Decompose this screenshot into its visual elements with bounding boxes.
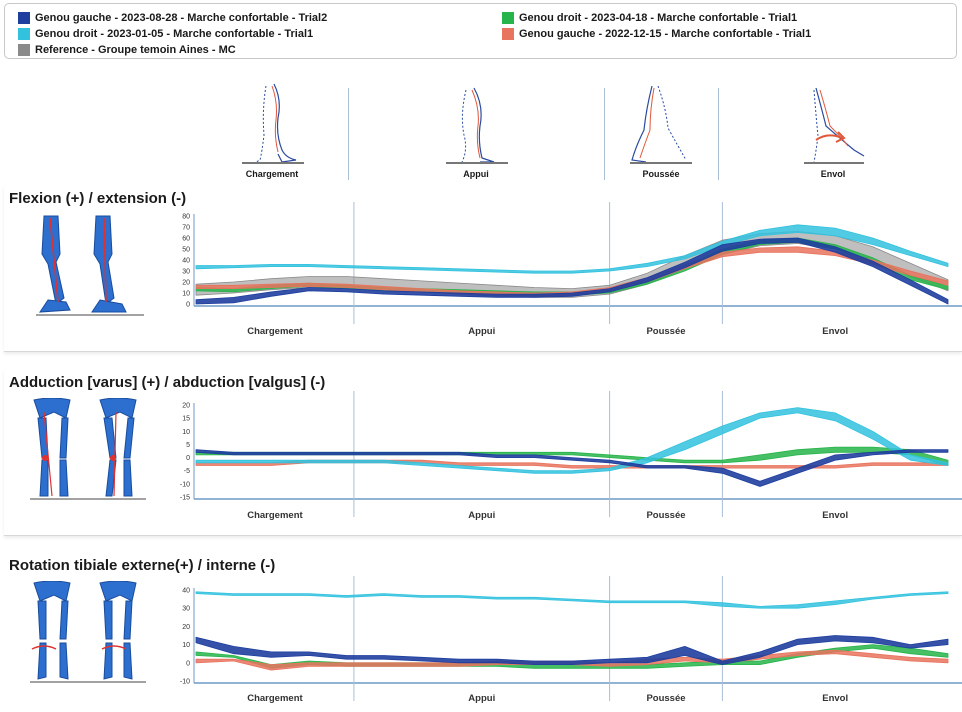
phase-label: Appui: [468, 693, 495, 704]
legend-item[interactable]: Reference - Groupe temoin Aines - MC: [18, 44, 236, 56]
legend-item[interactable]: Genou droit - 2023-04-18 - Marche confor…: [502, 12, 797, 24]
y-tick-label: 15: [182, 416, 190, 423]
phase-label: Envol: [822, 510, 848, 521]
y-tick-label: 10: [182, 429, 190, 436]
series-band: [195, 224, 949, 274]
knee-flexion-icon: [36, 215, 144, 316]
y-tick-label: 20: [182, 280, 190, 287]
phase-divider: [348, 88, 349, 180]
phase-label: Envol: [822, 326, 848, 337]
legend-item[interactable]: Genou gauche - 2023-08-28 - Marche confo…: [18, 12, 327, 24]
y-tick-label: 0: [186, 455, 190, 462]
phase-label: Poussée: [646, 693, 685, 704]
legend-swatch: [502, 28, 514, 40]
phase-divider: [604, 88, 605, 180]
rotation-panel: Rotation tibiale externe(+) / interne (-…: [4, 553, 962, 712]
adduction-panel: Adduction [varus] (+) / abduction [valgu…: [4, 370, 962, 536]
tibial-rotation-icon: [30, 581, 146, 683]
flexion-chart: 0 10 20 30 40 50 60 70 80 Chargement Appui Poussée E…: [182, 202, 962, 337]
flexion-panel: Flexion (+) / extension (-) 0 10 20 30 40 50 6…: [4, 186, 962, 352]
phase-caption: Chargement: [245, 169, 299, 179]
legend-item[interactable]: Genou gauche - 2022-12-15 - Marche confo…: [502, 28, 811, 40]
gait-phase-strip: Chargement Appui Poussée Envol: [0, 80, 962, 184]
legend-swatch: [18, 44, 30, 56]
phase-label: Appui: [468, 326, 495, 337]
phase-divider: [718, 88, 719, 180]
y-tick-label: 70: [182, 225, 190, 232]
y-tick-label: 0: [186, 302, 190, 309]
legend-label: Genou gauche - 2023-08-28 - Marche confo…: [35, 12, 328, 24]
stance-phase-leg-icon: [446, 87, 508, 164]
rotation-chart: -10 0 10 20 30 40 Chargement Appui Poussée Envol: [180, 576, 962, 704]
series-band: [195, 635, 949, 665]
y-tick-label: 30: [182, 269, 190, 276]
series-band: [195, 407, 949, 474]
series-band: [195, 449, 949, 487]
panel-title: Flexion (+) / extension (-): [9, 190, 187, 207]
y-tick-label: -15: [180, 495, 190, 502]
series-band: [195, 591, 949, 609]
y-tick-label: 50: [182, 247, 190, 254]
y-tick-label: -10: [180, 679, 190, 686]
y-tick-label: 30: [182, 606, 190, 613]
legend: Genou gauche - 2023-08-28 - Marche confo…: [4, 3, 957, 59]
phase-label: Chargement: [247, 326, 303, 337]
y-tick-label: -10: [180, 481, 190, 488]
phase-label: Chargement: [247, 510, 303, 521]
y-tick-label: 40: [182, 258, 190, 265]
series-band: [195, 237, 949, 305]
legend-label: Genou droit - 2023-04-18 - Marche confor…: [519, 12, 798, 24]
y-tick-label: 0: [186, 660, 190, 667]
legend-label: Reference - Groupe temoin Aines - MC: [35, 44, 236, 56]
legend-swatch: [18, 28, 30, 40]
legend-swatch: [18, 12, 30, 24]
adduction-chart: -15 -10 -5 0 5 10 15 20 Chargement Appui Poussée En…: [180, 391, 962, 521]
phase-caption: Appui: [463, 169, 489, 179]
legend-item[interactable]: Genou droit - 2023-01-05 - Marche confor…: [18, 28, 313, 40]
legend-swatch: [502, 12, 514, 24]
legend-label: Genou gauche - 2022-12-15 - Marche confo…: [519, 28, 812, 40]
y-tick-label: 5: [186, 442, 190, 449]
panel-title: Adduction [varus] (+) / abduction [valgu…: [9, 374, 326, 391]
loading-phase-leg-icon: [242, 83, 304, 164]
phase-label: Poussée: [646, 326, 685, 337]
y-tick-label: 10: [182, 291, 190, 298]
y-tick-label: 60: [182, 236, 190, 243]
phase-label: Poussée: [646, 510, 685, 521]
knee-varus-valgus-icon: [30, 398, 146, 500]
phase-label: Appui: [468, 510, 495, 521]
y-tick-label: 10: [182, 642, 190, 649]
swing-phase-leg-icon: [804, 87, 865, 164]
y-tick-label: 20: [182, 403, 190, 410]
legend-label: Genou droit - 2023-01-05 - Marche confor…: [35, 28, 314, 40]
phase-caption: Poussée: [642, 169, 680, 179]
y-tick-label: 80: [182, 214, 190, 221]
panel-title: Rotation tibiale externe(+) / interne (-…: [9, 557, 276, 574]
y-tick-label: 40: [182, 588, 190, 595]
phase-label: Envol: [822, 693, 848, 704]
phase-label: Chargement: [247, 693, 303, 704]
y-tick-label: 20: [182, 624, 190, 631]
phase-caption: Envol: [820, 169, 846, 179]
push-off-phase-leg-icon: [630, 85, 692, 164]
y-tick-label: -5: [184, 468, 190, 475]
